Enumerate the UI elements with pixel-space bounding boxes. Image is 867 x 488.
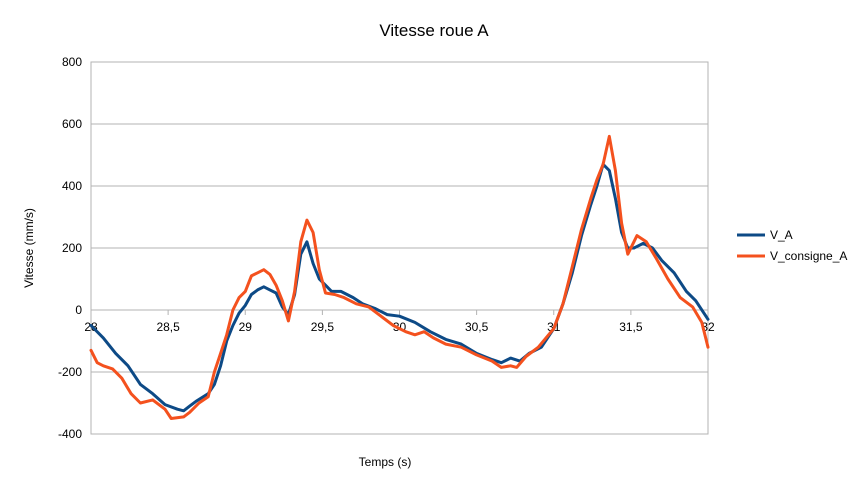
x-tick-label: 28,5 — [156, 320, 180, 334]
y-tick-labels: -400 -200 0 200 400 600 800 — [58, 55, 82, 441]
x-tick-label: 31,5 — [619, 320, 643, 334]
y-tick-label: 0 — [75, 303, 82, 317]
x-tick-label: 29 — [239, 320, 253, 334]
y-tick-label: 800 — [62, 55, 82, 69]
y-axis-label: Vitesse (mm/s) — [22, 208, 36, 288]
series-line-v-consigne-a — [89, 134, 710, 420]
x-tick-label: 30,5 — [465, 320, 489, 334]
series-line-v-a — [89, 162, 710, 413]
legend: V_A V_consigne_A — [737, 228, 847, 263]
y-tick-label: -400 — [58, 427, 82, 441]
x-tick-labels: 28 28,5 29 29,5 30 30,5 31 31,5 32 — [84, 310, 715, 334]
legend-label: V_consigne_A — [770, 249, 847, 263]
y-tick-label: -200 — [58, 365, 82, 379]
x-tick-label: 29,5 — [311, 320, 335, 334]
y-tick-label: 600 — [62, 117, 82, 131]
legend-label: V_A — [770, 228, 793, 242]
gridlines — [91, 61, 708, 435]
x-axis-label: Temps (s) — [359, 455, 412, 469]
y-tick-label: 200 — [62, 241, 82, 255]
series-lines — [89, 134, 710, 420]
plot-frame — [90, 61, 709, 435]
chart-title: Vitesse roue A — [379, 21, 489, 40]
y-tick-label: 400 — [62, 179, 82, 193]
